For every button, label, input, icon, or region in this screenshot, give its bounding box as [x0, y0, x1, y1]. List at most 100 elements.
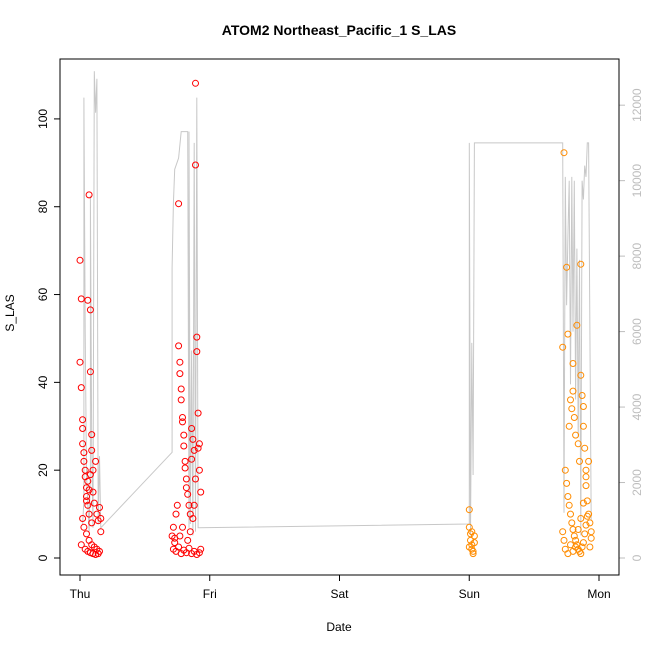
data-point [195, 466, 203, 474]
y-tick-label: 20 [36, 463, 50, 477]
data-point [579, 403, 587, 410]
data-point [83, 493, 90, 500]
data-point [172, 510, 180, 518]
y2-tick-label: 10000 [630, 164, 644, 198]
data-point [581, 530, 589, 538]
data-point [88, 519, 96, 527]
data-point [569, 360, 577, 367]
data-point [181, 457, 189, 465]
data-point [86, 306, 94, 314]
data-point [586, 519, 594, 527]
data-point [576, 457, 583, 465]
data-point [188, 425, 196, 432]
data-points-layer [76, 79, 595, 558]
data-point [565, 422, 573, 430]
data-point [582, 466, 590, 474]
data-point [85, 191, 93, 199]
data-point [572, 536, 580, 544]
data-point [79, 425, 87, 432]
data-point [79, 416, 87, 424]
data-point [85, 486, 93, 494]
data-point [469, 550, 477, 558]
data-point [572, 543, 580, 551]
y-axis-title: S_LAS [3, 294, 17, 331]
data-point [194, 409, 202, 417]
data-point [574, 526, 582, 533]
data-point [583, 512, 591, 520]
data-point [569, 526, 577, 533]
data-point [559, 343, 567, 351]
data-point [582, 482, 590, 490]
data-point [80, 457, 88, 465]
chart-title: ATOM2 Northeast_Pacific_1 S_LAS [222, 22, 456, 38]
data-point [179, 414, 186, 421]
x-tick-label: Thu [70, 587, 91, 601]
data-point [88, 431, 96, 439]
data-point [567, 510, 574, 518]
data-point [84, 477, 92, 485]
data-point [80, 449, 88, 457]
data-point [176, 532, 184, 540]
data-point [81, 466, 89, 474]
data-point [92, 457, 100, 465]
data-point [586, 543, 594, 551]
data-point [570, 414, 578, 421]
data-point [96, 504, 103, 511]
data-point [89, 488, 97, 496]
data-point [465, 543, 473, 551]
data-point [169, 523, 177, 531]
data-point [577, 371, 585, 379]
data-point [77, 541, 85, 549]
data-point [173, 501, 181, 509]
data-point [577, 550, 585, 558]
background-line-layer [82, 71, 592, 536]
data-point [90, 499, 98, 507]
data-point [195, 440, 203, 448]
data-point [77, 384, 85, 392]
data-point [79, 515, 87, 522]
data-point [180, 442, 188, 450]
x-tick-label: Fri [203, 587, 217, 601]
data-point [569, 387, 577, 395]
y-tick-label: 60 [36, 288, 50, 302]
data-point [86, 368, 94, 376]
data-point [192, 475, 199, 483]
data-point [175, 342, 183, 350]
data-point [465, 506, 473, 514]
data-point [190, 501, 198, 509]
data-point [577, 260, 585, 268]
data-point [587, 528, 595, 536]
data-point [175, 543, 183, 551]
background-series-line [82, 71, 592, 536]
data-point [79, 440, 87, 448]
data-point [467, 536, 474, 544]
data-point [177, 385, 185, 393]
data-point [84, 501, 92, 509]
data-point [469, 547, 477, 555]
data-point [83, 530, 90, 538]
data-point [563, 263, 571, 271]
data-point [177, 396, 185, 404]
x-axis: Thu Fri Sat Sun Mon [70, 574, 611, 601]
x-axis-title: Date [326, 620, 352, 634]
data-point [197, 545, 205, 553]
data-point [470, 539, 478, 547]
x-tick-label: Sat [330, 587, 349, 601]
data-point [468, 528, 476, 536]
data-point [84, 296, 92, 304]
data-point [186, 528, 194, 536]
data-point [180, 431, 188, 439]
data-point [568, 405, 576, 413]
data-point [97, 528, 105, 536]
y-tick-label: 40 [36, 375, 50, 389]
y-tick-label: 0 [36, 554, 50, 561]
data-point [76, 358, 84, 366]
data-point [194, 444, 202, 452]
data-point [579, 422, 587, 430]
data-point [93, 510, 101, 518]
data-point [583, 497, 591, 505]
data-point [193, 348, 201, 356]
data-point [192, 79, 199, 87]
secondary-y-axis: 0 2000 4000 6000 8000 10000 12000 [618, 88, 644, 561]
